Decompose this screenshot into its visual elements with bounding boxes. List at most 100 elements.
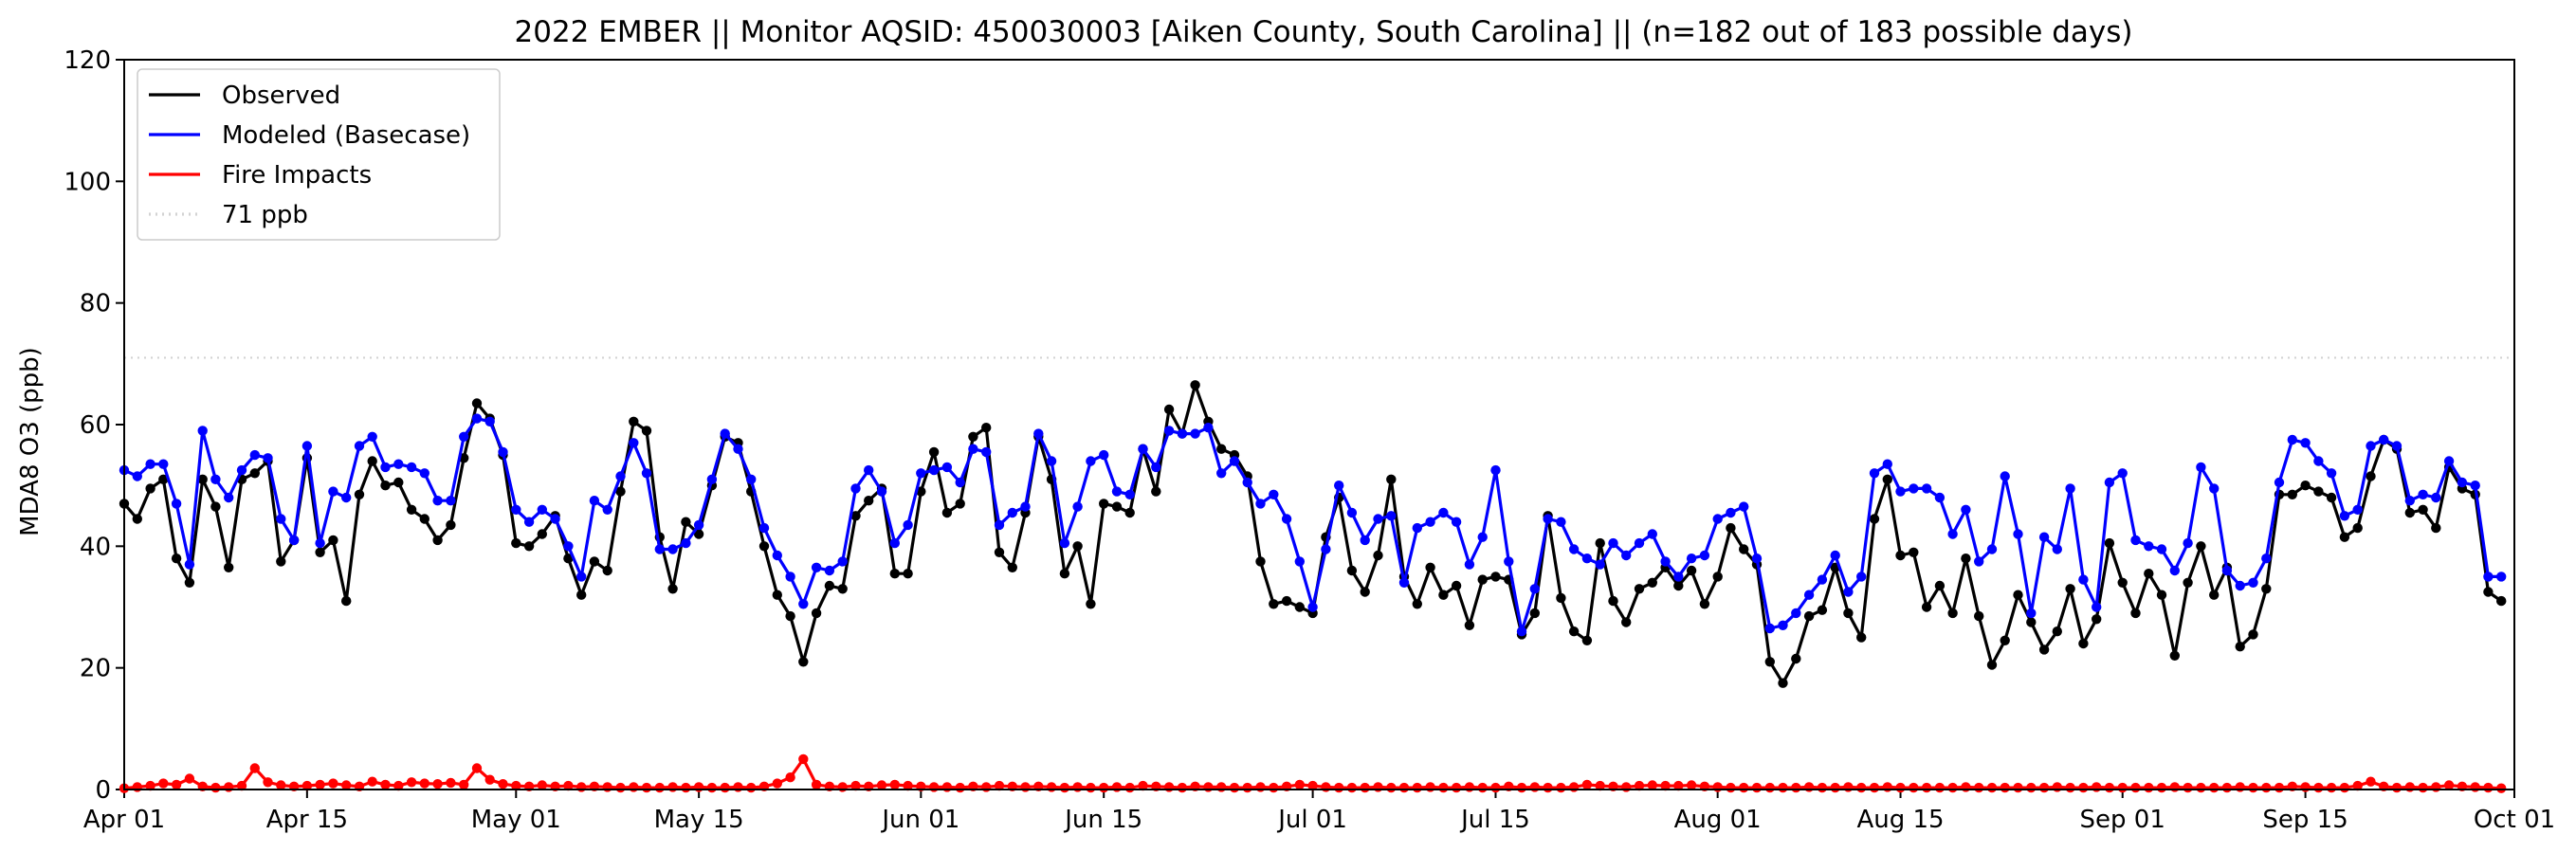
data-point [1216, 468, 1227, 479]
data-point [1595, 780, 1605, 791]
data-point [1869, 468, 1880, 479]
data-point [1086, 599, 1096, 609]
data-point [2418, 489, 2428, 499]
data-point [171, 499, 182, 509]
data-point [576, 782, 587, 792]
data-point [785, 610, 795, 622]
data-point [2235, 782, 2245, 792]
data-point [1621, 550, 1632, 561]
data-point [2117, 577, 2128, 588]
data-point [1229, 782, 1240, 793]
data-point [629, 782, 639, 792]
data-point [1543, 782, 1553, 793]
data-point [693, 519, 704, 531]
data-point [1739, 544, 1749, 554]
data-point [1909, 547, 1919, 557]
data-point [1621, 782, 1632, 792]
data-point [301, 780, 313, 791]
data-point [511, 537, 521, 549]
data-point [471, 763, 483, 773]
data-point [471, 398, 483, 408]
data-point [1568, 626, 1580, 637]
data-point [1817, 574, 1828, 585]
data-point [523, 517, 535, 527]
data-point [1242, 477, 1252, 488]
data-point [276, 514, 286, 524]
data-point [2274, 477, 2285, 488]
data-point [1686, 554, 1697, 564]
data-point [2209, 590, 2220, 600]
data-point [1059, 537, 1070, 549]
data-point [1529, 608, 1541, 619]
data-point [2274, 782, 2285, 793]
data-point [315, 537, 325, 549]
data-point [2092, 614, 2102, 625]
data-point [2483, 782, 2494, 793]
data-point [2104, 477, 2115, 488]
legend-label: Modeled (Basecase) [222, 121, 470, 150]
data-point [1947, 782, 1958, 793]
legend: Observed Modeled (Basecase) Fire Impacts 71… [137, 68, 501, 241]
data-point [1490, 464, 1501, 476]
data-point [1269, 599, 1279, 609]
data-point [2287, 489, 2297, 499]
data-point [772, 778, 782, 789]
data-point [563, 541, 574, 552]
data-point [1346, 782, 1358, 793]
y-tick-label: 60 [80, 411, 111, 440]
data-point [1803, 782, 1815, 792]
x-tick-label: Aug 15 [1856, 806, 1944, 834]
data-point [2248, 577, 2258, 588]
data-point [2209, 782, 2220, 793]
data-point [1581, 554, 1593, 564]
data-point [981, 423, 992, 433]
data-point [2313, 486, 2324, 497]
data-point [537, 504, 547, 515]
data-point [1817, 782, 1828, 793]
data-point [1451, 517, 1462, 527]
data-point [1269, 489, 1279, 499]
data-point [1647, 780, 1658, 790]
data-point [2183, 782, 2193, 793]
data-point [1242, 782, 1252, 793]
data-point [681, 517, 691, 527]
data-point [1726, 522, 1736, 534]
data-point [1294, 556, 1306, 567]
y-axis-label: MDA8 O3 (ppb) [16, 347, 45, 536]
data-point [1856, 572, 1867, 582]
data-point [1986, 544, 1998, 554]
x-tick-label: May 01 [471, 806, 561, 834]
data-point [681, 782, 691, 793]
data-point [720, 782, 730, 793]
data-point [1255, 499, 1266, 509]
data-point [785, 772, 795, 783]
data-point [1412, 599, 1423, 609]
data-point [1856, 782, 1867, 793]
data-point [2313, 782, 2324, 793]
data-point [249, 449, 260, 461]
x-tick-label: Sep 01 [2080, 806, 2165, 834]
data-point [1778, 678, 1788, 688]
data-point [1360, 587, 1370, 597]
data-point [994, 547, 1005, 557]
data-point [2352, 504, 2363, 515]
data-point [589, 556, 600, 567]
data-point [2418, 782, 2428, 793]
x-tick-label: Oct 01 [2474, 806, 2555, 834]
data-point [1843, 782, 1854, 792]
data-point [550, 514, 560, 524]
data-point [484, 774, 495, 785]
data-point [1791, 608, 1801, 619]
data-point [850, 483, 861, 494]
data-point [916, 468, 926, 479]
data-point [197, 474, 208, 484]
data-point [367, 776, 377, 787]
data-point [733, 444, 743, 454]
data-point [2000, 635, 2010, 645]
data-point [1124, 489, 1135, 499]
data-point [1909, 782, 1919, 793]
data-point [1947, 608, 1958, 619]
data-point [2352, 780, 2363, 791]
data-point [994, 519, 1005, 531]
data-point [2078, 782, 2089, 793]
